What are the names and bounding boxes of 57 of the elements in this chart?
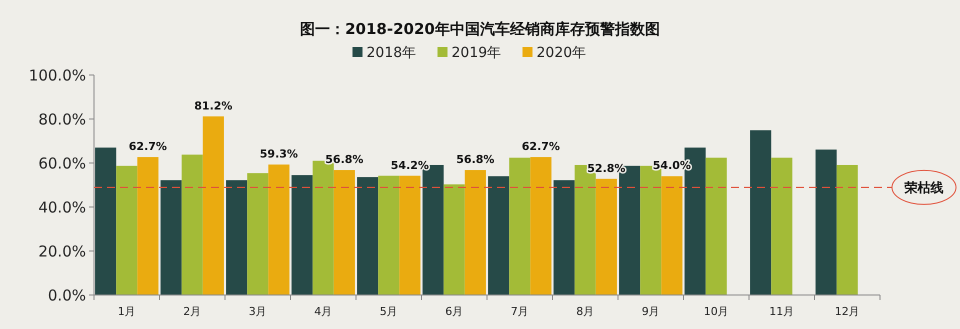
data-label: 62.7% [522, 140, 560, 154]
x-tick-label: 10月 [704, 305, 729, 318]
bar [357, 177, 378, 295]
x-tick-label: 2月 [183, 305, 202, 318]
bar [399, 176, 420, 295]
bar [836, 164, 858, 295]
bar [488, 176, 510, 295]
legend-label: 2019年 [452, 45, 502, 61]
y-tick-label: 100.0% [28, 66, 86, 84]
x-tick-label: 1月 [118, 305, 136, 318]
ref-line-label: 荣枯线 [904, 180, 944, 196]
x-tick-label: 6月 [445, 305, 464, 318]
x-tick-label: 12月 [834, 305, 860, 318]
bar [182, 154, 203, 295]
data-label: 81.2% [194, 99, 232, 112]
bar [292, 175, 313, 295]
bar [226, 180, 248, 295]
bar [160, 180, 182, 295]
bar [816, 150, 837, 295]
x-tick-label: 8月 [576, 305, 594, 318]
bar [596, 178, 617, 295]
bar [137, 157, 158, 295]
y-tick-label: 0.0% [48, 286, 86, 304]
bar [334, 170, 355, 295]
x-tick-label: 7月 [510, 305, 529, 318]
data-label: 62.7% [128, 140, 167, 154]
data-label: 56.8% [456, 153, 494, 166]
bar [378, 176, 400, 295]
y-tick-label: 40.0% [38, 198, 86, 216]
chart-title: 图一：2018-2020年中国汽车经销商库存预警指数图 [300, 20, 660, 38]
bar [268, 164, 290, 295]
bar [509, 158, 530, 295]
legend-label: 2018年 [366, 45, 416, 61]
y-tick-label: 60.0% [38, 154, 86, 172]
bar [706, 158, 727, 295]
bar [247, 173, 268, 295]
x-tick-label: 5月 [380, 305, 398, 318]
bar [750, 130, 772, 295]
x-tick-label: 11月 [769, 305, 794, 318]
bar [95, 148, 116, 295]
x-tick-label: 3月 [248, 305, 267, 318]
bar [464, 170, 486, 295]
bar [116, 166, 138, 295]
x-tick-label: 9月 [642, 305, 660, 318]
bar [444, 184, 465, 295]
bar [554, 180, 575, 295]
data-label: 54.2% [390, 158, 429, 172]
bar [202, 116, 224, 295]
bar [771, 158, 792, 295]
x-tick-label: 4月 [314, 305, 332, 318]
data-label: 59.3% [260, 148, 298, 161]
y-tick-label: 80.0% [38, 110, 86, 128]
y-tick-label: 20.0% [38, 242, 86, 260]
legend-label: 2020年 [536, 45, 586, 61]
data-label: 56.8% [325, 153, 364, 166]
bar [530, 157, 552, 295]
bar [661, 176, 682, 295]
